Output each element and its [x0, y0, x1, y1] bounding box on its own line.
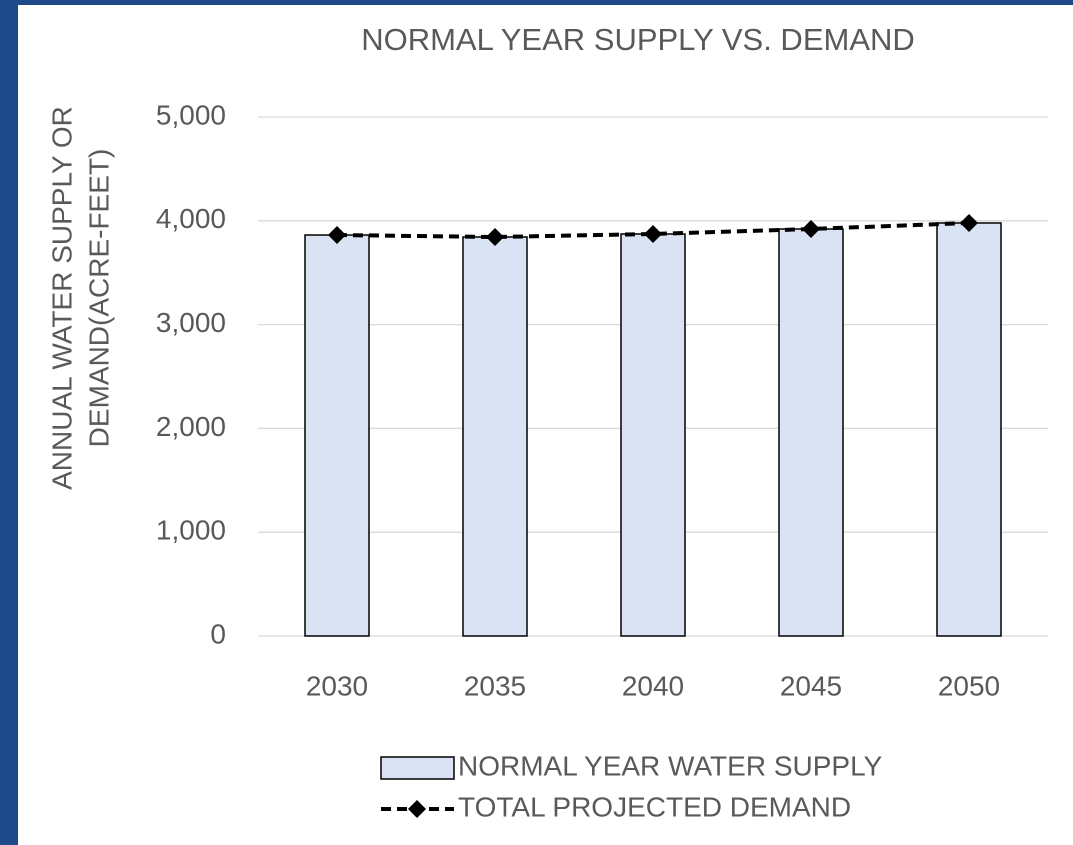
bar: [462, 236, 528, 637]
demand-marker: [486, 227, 504, 246]
bar: [304, 234, 370, 637]
bar: [778, 228, 844, 637]
chart-background: [18, 5, 1073, 845]
legend-swatch: [380, 756, 455, 780]
legend-label: TOTAL PROJECTED DEMAND: [458, 791, 851, 822]
legend-marker: [408, 800, 426, 818]
demand-marker: [802, 220, 820, 239]
chart-title: NORMAL YEAR SUPPLY VS. DEMAND: [361, 22, 915, 57]
y-tick-label: 1,000: [156, 515, 226, 546]
bar: [620, 233, 686, 637]
y-tick-label: 4,000: [156, 203, 226, 234]
x-tick-label: 2040: [622, 670, 684, 701]
x-tick-label: 2035: [464, 670, 526, 701]
demand-line: [336, 220, 970, 239]
x-tick-label: 2050: [938, 670, 1000, 701]
y-tick-label: 0: [210, 618, 226, 649]
legend-label: NORMAL YEAR WATER SUPPLY: [458, 750, 883, 781]
y-tick-label: 5,000: [156, 99, 226, 130]
x-tick-label: 2045: [780, 670, 842, 701]
y-axis-label: DEMAND(ACRE-FEET): [83, 149, 114, 448]
y-tick-label: 3,000: [156, 307, 226, 338]
y-tick-label: 2,000: [156, 411, 226, 442]
demand-marker: [960, 213, 978, 232]
bar: [936, 222, 1002, 637]
demand-marker: [328, 226, 346, 245]
x-tick-label: 2030: [306, 670, 368, 701]
demand-marker: [644, 224, 662, 243]
y-axis-label: ANNUAL WATER SUPPLY OR: [46, 106, 77, 490]
